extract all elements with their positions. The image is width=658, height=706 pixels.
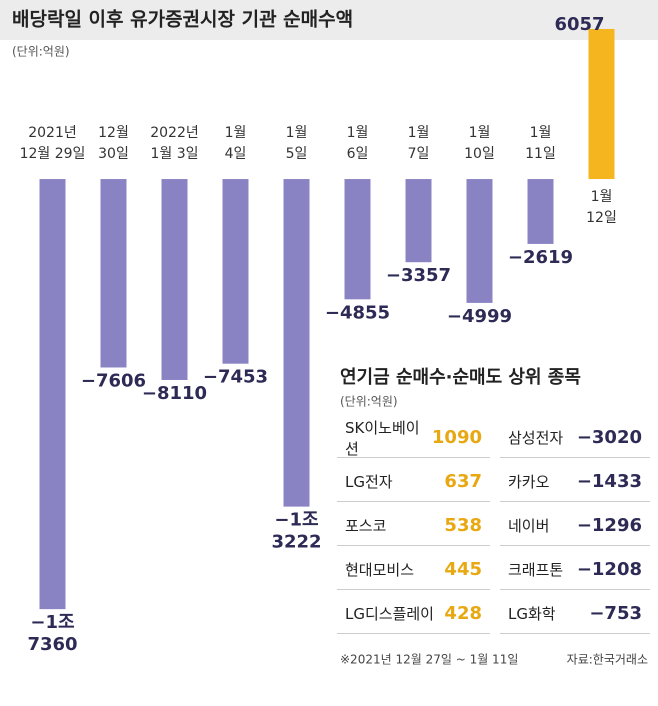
bar: [344, 179, 371, 300]
x-tick-label: 6일: [347, 146, 369, 162]
value-label: −4999: [447, 306, 512, 327]
table-row: 포스코 538: [337, 506, 490, 546]
value-label: −3357: [386, 265, 451, 286]
table-value: 538: [444, 515, 482, 536]
value-label: −1조 7360: [27, 612, 77, 655]
note: ※2021년 12월 27일 ~ 1월 11일: [340, 653, 518, 667]
table-title: 연기금 순매수·순매도 상위 종목: [340, 367, 581, 388]
value-label: −8110: [142, 383, 207, 404]
table-unit: (단위:억원): [340, 395, 398, 409]
table-row: 삼성전자 −3020: [500, 418, 650, 458]
value-label: −4855: [325, 302, 390, 323]
table-row: LG디스플레이 428: [337, 594, 490, 634]
title-band: [0, 0, 658, 40]
bar: [222, 179, 249, 364]
table-stock: LG디스플레이: [345, 605, 434, 623]
table-row: LG전자 637: [337, 462, 490, 502]
chart-title: 배당락일 이후 유가증권시장 기관 순매수액: [12, 9, 353, 31]
bar: [283, 179, 310, 507]
table-stock: 카카오: [508, 473, 550, 491]
bar: [466, 179, 493, 303]
bar: [100, 179, 127, 368]
table-value: 445: [444, 559, 482, 580]
x-tick-label: 12월: [98, 125, 129, 141]
x-tick-label: 1월: [347, 125, 369, 141]
table-row: SK이노베이션 1090: [337, 418, 490, 458]
x-tick-label: 1월: [591, 189, 613, 205]
x-tick-label: 10일: [464, 146, 495, 162]
table-row: 크래프톤 −1208: [500, 550, 650, 590]
x-tick-label: 1월: [469, 125, 491, 141]
chart-subtitle: (단위:억원): [12, 45, 70, 59]
value-label: −7606: [81, 370, 146, 391]
table-stock: 네이버: [508, 517, 550, 535]
table-stock: 포스코: [345, 517, 387, 535]
x-tick-label: 1월 3일: [150, 146, 198, 162]
x-tick-label: 1월: [530, 125, 552, 141]
table-value: −1208: [576, 559, 642, 580]
table-row: 카카오 −1433: [500, 462, 650, 502]
x-tick-label: 1월: [286, 125, 308, 141]
x-tick-label: 1월: [225, 125, 247, 141]
bar: [527, 179, 554, 244]
table-row: LG화학 −753: [500, 594, 650, 634]
x-tick-label: 2022년: [150, 125, 199, 141]
value-label: −7453: [203, 367, 268, 388]
table-value: 637: [444, 471, 482, 492]
table-value: −3020: [576, 427, 642, 448]
table-value: −1296: [576, 515, 642, 536]
source: 자료:한국거래소: [567, 653, 648, 667]
table-value: 428: [444, 603, 482, 624]
table-stock: 삼성전자: [508, 429, 564, 447]
table-row: 네이버 −1296: [500, 506, 650, 546]
value-label: 6057: [554, 14, 604, 35]
x-tick-label: 1월: [408, 125, 430, 141]
x-tick-label: 7일: [408, 146, 430, 162]
x-tick-label: 12일: [586, 210, 617, 226]
value-label: −2619: [508, 247, 573, 268]
table-stock: 현대모비스: [345, 561, 415, 579]
bar: [405, 179, 432, 263]
x-tick-label: 5일: [286, 146, 308, 162]
table-row: 현대모비스 445: [337, 550, 490, 590]
x-tick-label: 12월 29일: [20, 146, 86, 162]
table-stock: SK이노베이션: [345, 418, 420, 458]
table-bg: [335, 355, 653, 675]
x-tick-label: 30일: [98, 146, 129, 162]
table-stock: LG전자: [345, 473, 393, 491]
bar: [161, 179, 188, 380]
table-value: 1090: [431, 427, 482, 448]
value-label: −1조 3222: [271, 510, 321, 553]
x-tick-label: 11일: [525, 146, 556, 162]
table-value: −753: [589, 603, 642, 624]
x-tick-label: 2021년: [28, 125, 77, 141]
x-tick-label: 4일: [225, 146, 247, 162]
bar: [588, 28, 615, 180]
table-stock: LG화학: [508, 605, 556, 623]
table-stock: 크래프톤: [508, 561, 564, 579]
bar: [39, 179, 66, 610]
table-value: −1433: [576, 471, 642, 492]
